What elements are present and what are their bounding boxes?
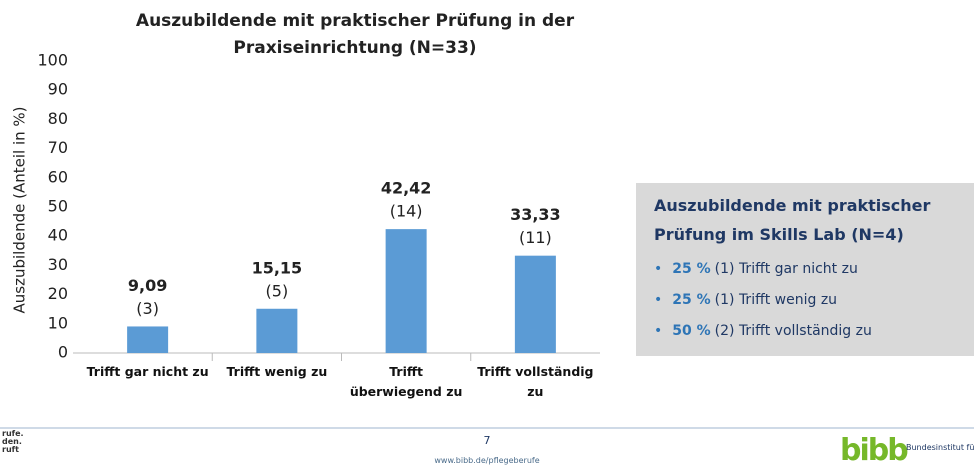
skills-lab-item: • 50 % (2) Trifft vollständig zu — [654, 323, 872, 339]
footer-fragment: rufe. — [2, 429, 24, 438]
y-tick-label: 100 — [37, 51, 68, 70]
skills-lab-title: Auszubildende mit praktischer Prüfung im… — [654, 196, 931, 244]
y-tick-label: 60 — [48, 167, 68, 186]
x-tick-label: Trifft vollständig zu — [477, 364, 594, 399]
count-label: (14) — [390, 202, 423, 221]
bar — [256, 308, 298, 353]
y-tick-label: 10 — [48, 313, 68, 332]
item-share: 25 % — [672, 261, 711, 277]
count-label: (3) — [136, 299, 159, 318]
x-tick-label: Trifft gar nicht zu — [86, 364, 209, 379]
skills-lab-item: • 25 % (1) Trifft wenig zu — [654, 292, 837, 308]
item-detail: (2) Trifft vollständig zu — [714, 323, 872, 339]
value-label: 33,33 — [510, 205, 561, 224]
y-tick-label: 50 — [48, 197, 68, 216]
bar — [514, 255, 556, 353]
chart-title: Auszubildende mit praktischer Prüfung in… — [135, 11, 575, 58]
y-tick-label: 0 — [58, 343, 68, 362]
x-tick-label: Trifft überwiegend zu — [349, 364, 463, 399]
footer-url: www.bibb.de/pflegeberufe — [434, 456, 540, 465]
value-label: 15,15 — [252, 258, 303, 277]
item-detail: (1) Trifft wenig zu — [714, 292, 838, 308]
bullet: • — [654, 323, 663, 339]
logo: bibb — [840, 433, 909, 466]
y-axis-label: Auszubildende (Anteil in %) — [11, 107, 29, 314]
footer-fragment: ruft — [2, 445, 19, 454]
footer-fragment: den. — [2, 437, 22, 446]
institute: Bundesinstitut für Berufsbildung — [906, 443, 974, 452]
item-detail: (1) Trifft gar nicht zu — [714, 261, 858, 277]
bullet: • — [654, 261, 663, 277]
page-number: 7 — [483, 434, 491, 447]
item-share: 50 % — [672, 323, 711, 339]
y-tick-label: 40 — [48, 226, 68, 245]
skills-lab-box: Auszubildende mit praktischer Prüfung im… — [636, 183, 974, 356]
item-share: 25 % — [672, 292, 711, 308]
value-label: 42,42 — [381, 179, 432, 198]
y-tick-label: 90 — [48, 80, 68, 99]
x-tick-label: Trifft wenig zu — [226, 364, 328, 379]
count-label: (5) — [266, 281, 289, 300]
y-tick-label: 70 — [48, 138, 68, 157]
y-tick-label: 80 — [48, 109, 68, 128]
value-label: 9,09 — [128, 276, 167, 295]
bar — [127, 326, 169, 353]
bar — [385, 229, 427, 353]
y-tick-label: 20 — [48, 284, 68, 303]
footer-left: rufe. den. ruft — [2, 430, 24, 454]
bullet: • — [654, 292, 663, 308]
skills-lab-item: • 25 % (1) Trifft gar nicht zu — [654, 261, 858, 277]
count-label: (11) — [519, 228, 552, 247]
y-tick-label: 30 — [48, 255, 68, 274]
